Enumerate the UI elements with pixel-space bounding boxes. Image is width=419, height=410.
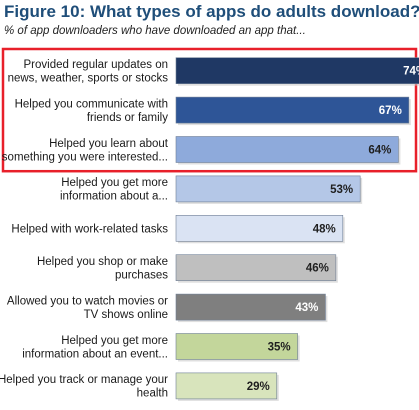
category-label-line: TV shows online: [84, 309, 168, 321]
bar: [175, 136, 399, 163]
category-label: Helped you shop or make purchases: [37, 256, 168, 282]
bar: [175, 254, 337, 281]
value-label: 46%: [306, 263, 329, 275]
bar-row: Helped you learn about something you were…: [2, 136, 401, 165]
category-label: Helped you communicate with friends or fa…: [15, 98, 169, 124]
category-label-line: Helped with work-related tasks: [11, 223, 168, 235]
value-label: 53%: [330, 184, 353, 196]
chart-subtitle: % of app downloaders who have downloaded…: [4, 25, 306, 37]
category-label-line: Helped you learn about: [49, 138, 169, 150]
category-label-line: information about a...: [60, 191, 168, 203]
category-label: Helped you learn about something you were…: [2, 138, 169, 164]
category-label-line: Provided regular updates on: [24, 59, 169, 71]
category-label: Helped you track or manage your health: [0, 374, 168, 400]
bar: [175, 215, 344, 242]
bar: [175, 293, 326, 321]
value-label: 48%: [313, 223, 336, 235]
category-label: Helped you get more information about an …: [22, 335, 168, 361]
category-label: Helped you get more information about a..…: [60, 177, 168, 203]
category-label: Allowed you to watch movies or TV shows o…: [7, 295, 168, 321]
bar-row: Helped you get more information about a..…: [60, 175, 363, 204]
value-label: 35%: [268, 342, 291, 354]
value-label: 74%: [403, 66, 419, 78]
bar-row: Helped you shop or make purchases 46%: [37, 254, 338, 283]
category-label-line: Helped you track or manage your: [0, 374, 168, 386]
bar: [175, 333, 298, 360]
bar-row: Provided regular updates on news, weather…: [8, 57, 419, 86]
value-label: 67%: [379, 105, 402, 117]
bar-row: Helped you get more information about an …: [22, 333, 300, 362]
category-label-line: Helped you get more: [61, 177, 168, 189]
bar-row: Helped you track or manage your health 29%: [0, 372, 279, 401]
category-label-line: Helped you communicate with: [15, 98, 168, 110]
category-label-line: health: [137, 388, 168, 400]
highlight-box: [1, 47, 418, 173]
bar-row: Helped you communicate with friends or fa…: [15, 96, 411, 126]
category-label-line: Allowed you to watch movies or: [7, 295, 168, 307]
bar: [175, 96, 410, 124]
bar: [175, 372, 278, 400]
category-label-line: information about an event...: [22, 348, 168, 360]
value-label: 64%: [368, 145, 391, 157]
category-label-line: news, weather, sports or stocks: [8, 72, 169, 84]
category-label-line: friends or family: [87, 112, 168, 124]
value-label: 29%: [247, 381, 270, 393]
bar: [175, 175, 361, 203]
category-label-line: something you were interested...: [2, 151, 168, 163]
category-label-line: Helped you get more: [61, 335, 168, 347]
category-label: Provided regular updates on news, weather…: [8, 59, 169, 85]
value-label: 43%: [295, 302, 318, 314]
category-label-line: Helped you shop or make: [37, 256, 168, 268]
category-label-line: purchases: [115, 269, 168, 281]
chart-title: Figure 10: What types of apps do adults …: [4, 2, 419, 21]
bar: [175, 57, 419, 85]
bar-row: Allowed you to watch movies or TV shows o…: [7, 293, 328, 323]
category-label: Helped with work-related tasks: [11, 223, 168, 235]
bar-row: Helped with work-related tasks 48%: [11, 215, 345, 244]
